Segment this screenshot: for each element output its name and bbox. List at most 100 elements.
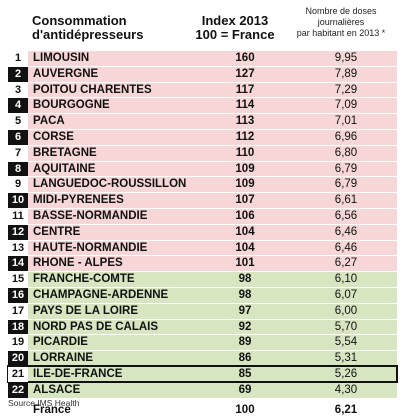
table-row: 1 LIMOUSIN 160 9,95 — [8, 50, 397, 66]
rank-number: 13 — [8, 240, 28, 256]
index-value: 98 — [238, 273, 252, 286]
rank-number: 17 — [8, 303, 28, 319]
region-name: LIMOUSIN — [33, 52, 90, 64]
region-name: RHONE - ALPES — [33, 257, 123, 270]
table-row: 21 ILE-DE-FRANCE 85 5,26 — [7, 364, 398, 383]
index-value: 98 — [238, 288, 252, 301]
index-value: 117 — [235, 83, 255, 96]
doses-value: 5,54 — [334, 336, 358, 349]
index-value: 110 — [235, 146, 255, 159]
doses-value: 6,61 — [334, 194, 358, 207]
region-name: BOURGOGNE — [33, 99, 110, 112]
index-value: 69 — [238, 383, 252, 396]
rank-number: 4 — [8, 98, 28, 114]
region-name: PICARDIE — [33, 336, 88, 349]
table-row: 11 BASSE-NORMANDIE 106 6,56 — [8, 207, 397, 224]
header-index: Index 2013 100 = France — [195, 13, 275, 42]
rank-number: 20 — [8, 351, 28, 366]
doses-value: 6,46 — [334, 241, 358, 254]
index-value: 160 — [235, 52, 255, 64]
doses-value: 6,27 — [334, 257, 358, 270]
rank-number: 6 — [8, 129, 28, 145]
table-row: 20 LORRAINE 86 5,31 — [8, 350, 397, 366]
header-region: Consommation d'antidépresseurs — [32, 13, 144, 42]
region-name: POITOU CHARENTES — [33, 83, 152, 96]
table-row: 14 RHONE - ALPES 101 6,27 — [8, 255, 397, 272]
table-row: 3 POITOU CHARENTES 117 7,29 — [8, 81, 397, 98]
region-name: MIDI-PYRENEES — [33, 194, 124, 207]
index-value: 106 — [235, 209, 255, 222]
table-row: 7 BRETAGNE 110 6,80 — [8, 144, 397, 161]
doses-value: 9,95 — [334, 52, 358, 64]
index-value: 89 — [238, 336, 252, 349]
index-value: 112 — [235, 130, 255, 143]
table-body: 1 LIMOUSIN 160 9,95 2 AUVERGNE 127 7,89 3 POITOU … — [7, 50, 398, 398]
region-name: LORRAINE — [33, 352, 94, 365]
doses-value: 7,09 — [334, 99, 358, 112]
rank-number: 11 — [8, 208, 28, 224]
doses-value: 6,79 — [334, 178, 358, 191]
region-name: BRETAGNE — [33, 146, 97, 159]
france-index: 100 — [235, 404, 255, 416]
table-row: 22 ALSACE 69 4,30 — [8, 381, 397, 398]
region-name: ALSACE — [33, 383, 81, 396]
region-name: CHAMPAGNE-ARDENNE — [33, 288, 169, 301]
region-name: HAUTE-NORMANDIE — [33, 241, 148, 254]
doses-value: 4,30 — [334, 383, 358, 396]
index-value: 127 — [235, 67, 255, 80]
region-name: FRANCHE-COMTE — [33, 273, 135, 286]
doses-value: 6,79 — [334, 162, 358, 175]
index-value: 85 — [238, 367, 252, 380]
rank-number: 18 — [8, 319, 28, 335]
rank-number: 16 — [8, 287, 28, 303]
index-value: 107 — [235, 194, 255, 207]
doses-value: 6,00 — [334, 304, 358, 317]
france-doses: 6,21 — [334, 404, 358, 416]
rank-number: 9 — [8, 177, 28, 193]
region-name: AUVERGNE — [33, 67, 99, 80]
france-label: France — [33, 404, 71, 416]
doses-value: 5,31 — [334, 352, 358, 365]
region-name: BASSE-NORMANDIE — [33, 209, 148, 222]
region-name: LANGUEDOC-ROUSSILLON — [33, 178, 187, 191]
doses-value: 6,80 — [334, 146, 358, 159]
rank-number: 5 — [8, 114, 28, 129]
index-value: 101 — [235, 257, 255, 270]
index-value: 109 — [235, 162, 255, 175]
rank-number: 21 — [8, 366, 28, 382]
region-name: NORD PAS DE CALAIS — [33, 320, 159, 333]
rank-number: 3 — [8, 82, 28, 98]
rank-number: 7 — [8, 145, 28, 161]
rank-number: 15 — [8, 272, 28, 287]
region-name: CENTRE — [33, 225, 81, 238]
doses-value: 6,96 — [334, 130, 358, 143]
table-header: Consommation d'antidépresseurs Index 201… — [0, 0, 403, 48]
index-value: 92 — [238, 320, 252, 333]
index-value: 109 — [235, 178, 255, 191]
index-value: 114 — [235, 99, 255, 112]
rank-number: 1 — [8, 51, 28, 66]
index-value: 113 — [235, 115, 255, 128]
table-row: 17 PAYS DE LA LOIRE 97 6,00 — [8, 302, 397, 319]
table-row: 16 CHAMPAGNE-ARDENNE 98 6,07 — [8, 286, 397, 303]
france-total-row: France 100 6,21 — [8, 404, 397, 418]
table-row: 19 PICARDIE 89 5,54 — [8, 334, 397, 351]
header-doses: Nombre de doses journalières par habitan… — [296, 6, 386, 38]
table-row: 12 CENTRE 104 6,46 — [8, 223, 397, 240]
rank-number: 22 — [8, 382, 28, 398]
table-row: 15 FRANCHE-COMTE 98 6,10 — [8, 271, 397, 287]
doses-value: 7,01 — [334, 115, 358, 128]
table-row: 10 MIDI-PYRENEES 107 6,61 — [8, 192, 397, 208]
source-note: Source IMS Health — [8, 398, 80, 408]
table-row: 18 NORD PAS DE CALAIS 92 5,70 — [8, 318, 397, 335]
region-name: PAYS DE LA LOIRE — [33, 304, 139, 317]
region-name: PACA — [33, 115, 65, 128]
table-row: 4 BOURGOGNE 114 7,09 — [8, 97, 397, 114]
index-value: 104 — [235, 241, 255, 254]
doses-value: 6,10 — [334, 273, 358, 286]
doses-value: 5,26 — [334, 367, 358, 380]
doses-value: 7,29 — [334, 83, 358, 96]
index-value: 86 — [238, 352, 252, 365]
rank-number: 12 — [8, 224, 28, 240]
